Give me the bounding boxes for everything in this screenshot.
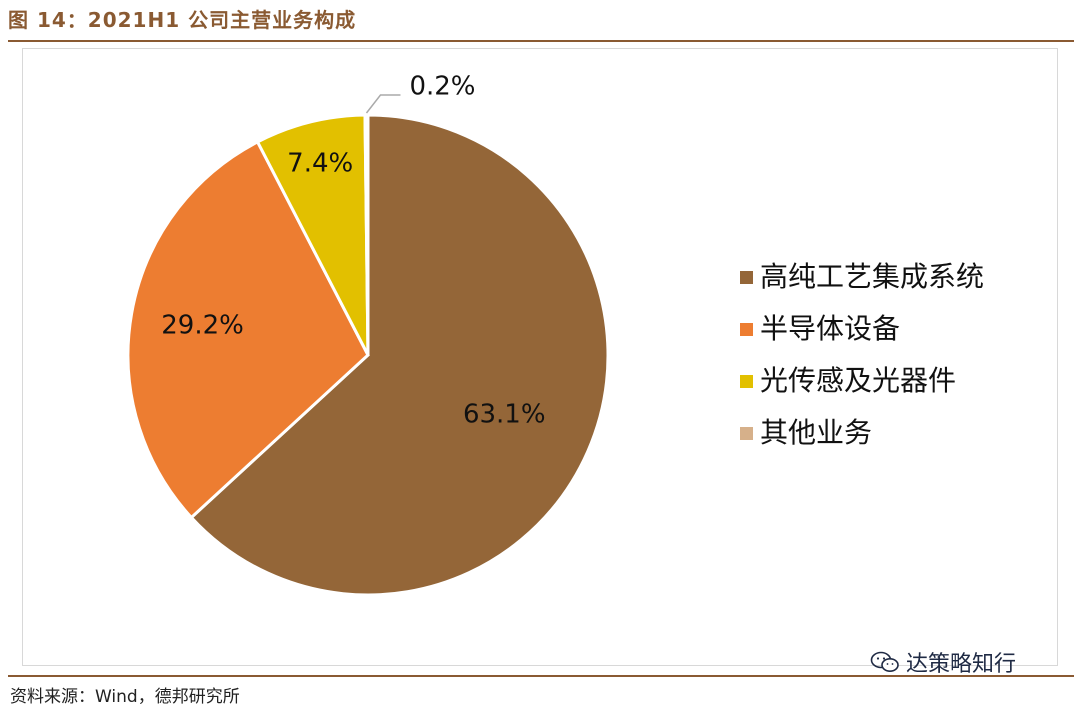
source-divider (8, 675, 1074, 677)
chart-frame (22, 48, 1058, 666)
pie-slice (363, 113, 370, 356)
pie-slice (189, 113, 610, 597)
slice-data-label: 29.2% (161, 310, 244, 340)
source-note: 资料来源：Wind，德邦研究所 (10, 687, 240, 707)
wechat-icon (870, 651, 899, 672)
legend-swatch (740, 427, 753, 440)
pie-slice (255, 113, 370, 356)
slice-data-label: 63.1% (463, 399, 546, 429)
legend-swatch (740, 375, 753, 388)
legend-label: 高纯工艺集成系统 (760, 260, 984, 293)
legend-swatch (740, 271, 753, 284)
legend-label: 半导体设备 (760, 312, 900, 345)
watermark-text: 达策略知行 (906, 652, 1017, 677)
legend-swatch (740, 323, 753, 336)
slice-data-label: 0.2% (409, 72, 475, 102)
pie-slice (126, 139, 370, 520)
watermark: 达策略知行 (870, 646, 1016, 678)
slice-data-label: 7.4% (287, 149, 353, 179)
legend-label: 光传感及光器件 (760, 364, 956, 397)
figure-title: 图 14：2021H1 公司主营业务构成 (8, 8, 357, 32)
legend-label: 其他业务 (760, 416, 872, 449)
title-divider (8, 40, 1074, 42)
leader-line (365, 94, 401, 114)
